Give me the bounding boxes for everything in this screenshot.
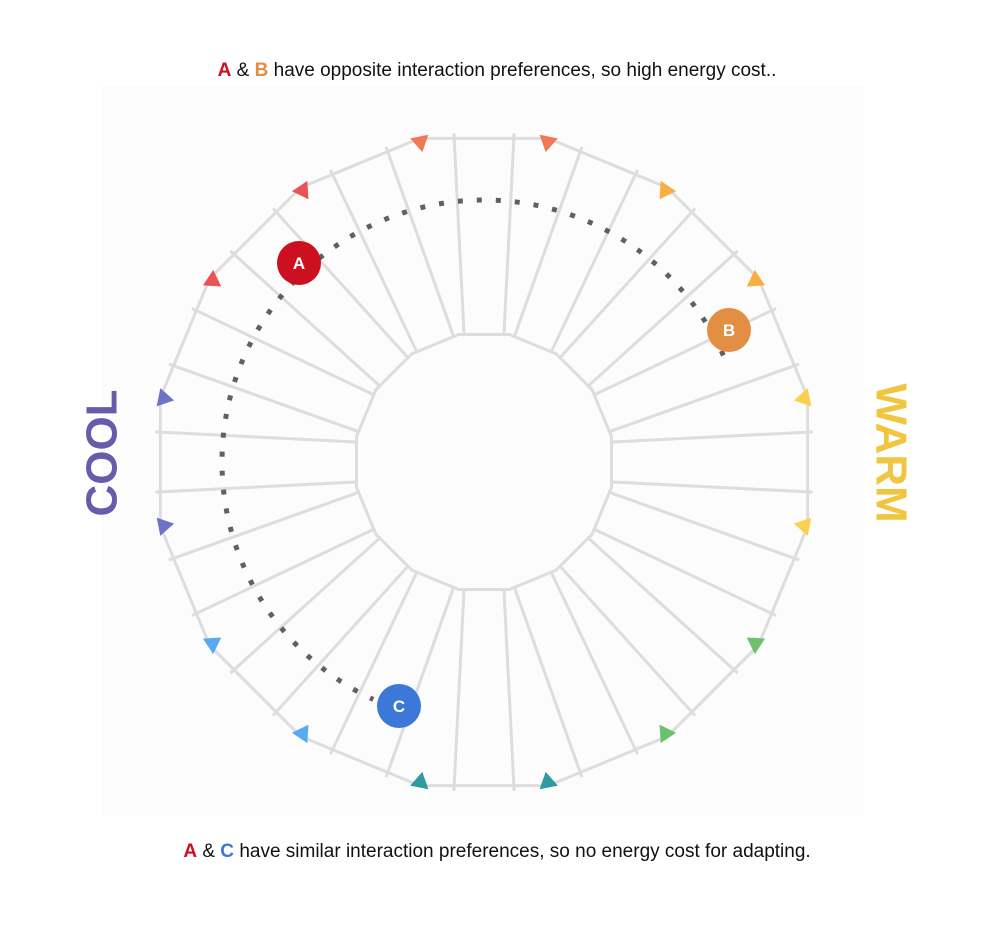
spoke-line [384, 146, 455, 337]
spoke-line [191, 528, 374, 617]
spoke-line [612, 480, 813, 494]
vertex-triangle [202, 269, 222, 287]
inner-ring [354, 332, 614, 592]
caption-amp: & [236, 60, 250, 81]
vertex-triangle [410, 134, 429, 153]
vertex-triangle [410, 771, 429, 790]
spoke-line [229, 537, 381, 675]
spoke-line [550, 169, 639, 352]
spoke-line [550, 572, 639, 755]
marker-a-label: A [293, 254, 305, 273]
spoke-line [502, 590, 516, 791]
spoke-line [168, 491, 359, 562]
spoke-line [609, 491, 800, 562]
spoke-line [168, 362, 359, 433]
spoke-line [155, 480, 356, 494]
marker-b-circle [707, 308, 751, 352]
spoke-line [329, 169, 418, 352]
spoke-line [559, 207, 697, 359]
spoke-line [513, 587, 584, 778]
spoke-line [587, 537, 739, 675]
vertex-triangle [793, 388, 812, 407]
vertex-triangle [659, 724, 677, 744]
caption-a-letter: A [217, 60, 232, 81]
spoke-line [452, 133, 466, 334]
vertex-triangle [202, 637, 222, 655]
spoke-line [155, 430, 356, 444]
wheel [155, 133, 813, 791]
vertex-triangle [291, 180, 309, 200]
vertex-triangle [539, 134, 558, 153]
spoke-line [452, 590, 466, 791]
spoke-line [329, 572, 418, 755]
spoke-line [612, 430, 813, 444]
marker-b: B [707, 308, 751, 352]
spoke-line [594, 528, 777, 617]
vertex-triangle [156, 388, 175, 407]
caption-amp-bottom: & [202, 841, 216, 862]
caption-top-text: have opposite interaction preferences, s… [273, 60, 777, 81]
marker-a-circle [277, 241, 321, 285]
cool-label: COOL [78, 389, 127, 516]
vertex-triangle [659, 180, 677, 200]
vertex-triangle [156, 517, 175, 536]
spoke-line [384, 587, 455, 778]
caption-bottom-text: have similar interaction preferences, so… [239, 841, 811, 862]
top-caption: A & B have opposite interaction preferen… [0, 60, 994, 82]
spoke-line [559, 565, 697, 717]
marker-c-label: C [393, 697, 405, 716]
vertex-triangle [291, 724, 309, 744]
caption-c-letter: C [220, 841, 235, 862]
spoke-line [271, 565, 409, 717]
diagram-panel [102, 86, 864, 816]
vertex-triangle [539, 771, 558, 790]
spoke-line [609, 362, 800, 433]
markers: A B C [277, 241, 751, 728]
vertex-triangle [746, 637, 766, 655]
marker-a: A [277, 241, 321, 285]
warm-label: WARM [866, 383, 915, 522]
spoke-line [587, 249, 739, 387]
marker-c: C [377, 684, 421, 728]
spoke-line [271, 207, 409, 359]
caption-b-letter: B [254, 60, 269, 81]
vertex-triangle [793, 517, 812, 536]
caption-a-letter-bottom: A [183, 841, 198, 862]
vertex-triangle [746, 269, 766, 287]
spoke-line [229, 249, 381, 387]
spoke-line [191, 307, 374, 396]
marker-c-circle [377, 684, 421, 728]
spoke-line [513, 146, 584, 337]
spoke-line [502, 133, 516, 334]
bottom-caption: A & C have similar interaction preferenc… [0, 841, 994, 863]
marker-b-label: B [723, 321, 735, 340]
